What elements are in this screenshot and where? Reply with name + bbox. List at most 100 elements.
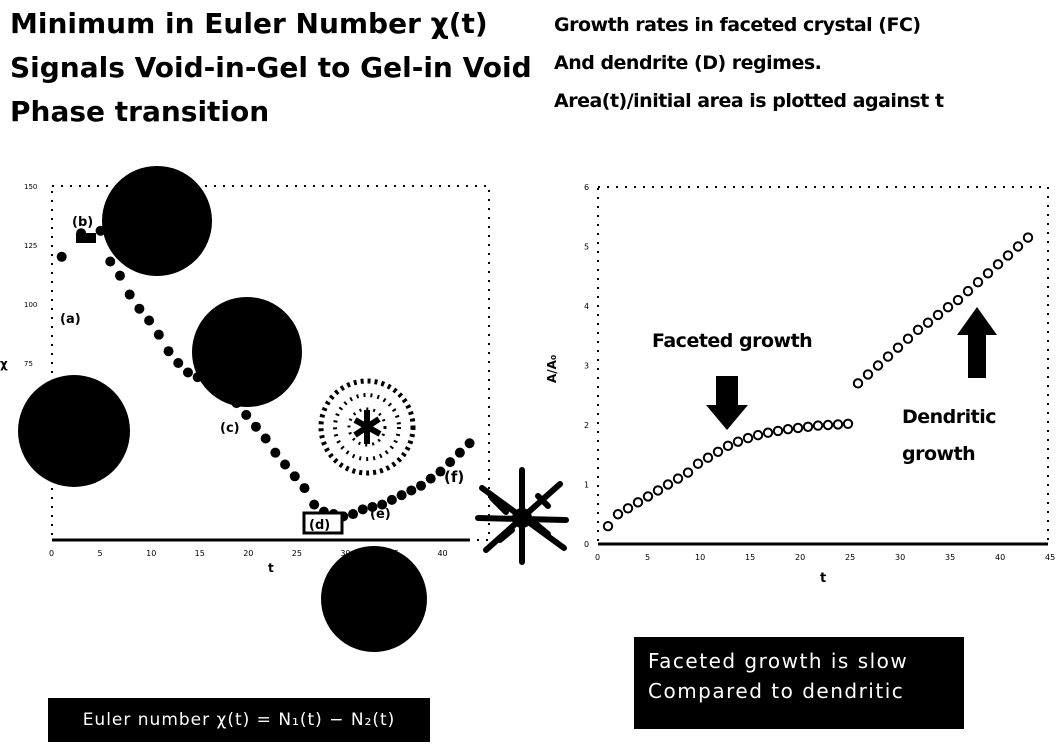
euler-x-tick-label: 15 (195, 549, 205, 558)
annotation-a: (a) (60, 312, 81, 327)
euler-x-tick-label: 0 (49, 549, 54, 558)
euler-x-tick-label: 40 (437, 549, 447, 558)
growth-x-tick-label: 40 (995, 553, 1005, 562)
growth-data-point (812, 420, 824, 431)
growth-chart-frame (597, 186, 1049, 545)
growth-data-point (652, 485, 664, 496)
euler-data-point (241, 409, 252, 420)
growth-x-tick-label: 15 (745, 553, 755, 562)
euler-data-point (445, 457, 456, 468)
growth-data-point (922, 317, 934, 328)
euler-data-point (309, 499, 320, 510)
euler-x-axis-label: t (268, 561, 274, 575)
growth-x-tick-label: 45 (1045, 553, 1055, 562)
annotation-faceted-growth: Faceted growth (652, 330, 812, 352)
euler-x-tick-label: 10 (146, 549, 156, 558)
annotation-d-box (302, 511, 344, 535)
growth-data-point (972, 277, 984, 288)
growth-y-axis-label: A/A₀ (545, 355, 559, 383)
growth-data-point (852, 378, 864, 389)
annotation-f: (f) (444, 468, 464, 486)
growth-data-point (622, 503, 634, 514)
growth-data-point (842, 418, 854, 430)
euler-data-point (377, 499, 388, 510)
growth-data-point (712, 446, 724, 457)
euler-data-point (173, 358, 184, 368)
growth-annotations: Faceted growth Dendritic growth (652, 307, 997, 465)
growth-data-point (642, 491, 654, 502)
euler-data-point (114, 270, 125, 281)
growth-data-point (892, 342, 904, 353)
euler-data-point (396, 490, 407, 501)
left-title-line-2: Signals Void-in-Gel to Gel-in Void (10, 51, 532, 84)
growth-data-point (1002, 250, 1014, 261)
growth-data-point (772, 425, 784, 437)
euler-data-point (56, 251, 67, 262)
annotation-e: (e) (370, 507, 391, 522)
growth-x-tick-label: 25 (845, 553, 855, 562)
euler-data-point (250, 421, 261, 432)
growth-data-point (882, 351, 894, 362)
euler-y-tick-label: 125 (24, 242, 37, 250)
growth-data-point (982, 268, 994, 279)
left-title-line-3: Phase transition (10, 95, 270, 128)
euler-caption: Euler number χ(t) = N₁(t) − N₂(t) (48, 698, 430, 742)
growth-y-tick-label: 2 (584, 421, 589, 430)
euler-data-point (406, 485, 417, 496)
euler-data-point (435, 466, 446, 477)
euler-data-point (416, 480, 427, 491)
shape-image-f (475, 467, 569, 565)
euler-x-tick-label: 5 (98, 549, 103, 558)
growth-data-point (862, 369, 874, 380)
growth-data-point (762, 427, 774, 438)
marker-b (76, 233, 96, 243)
growth-data-point (872, 360, 884, 371)
growth-y-tick-label: 0 (584, 540, 589, 549)
growth-x-tick-label: 0 (595, 553, 600, 562)
euler-data-point (464, 438, 475, 449)
euler-y-tick-label: 150 (24, 183, 37, 191)
euler-y-axis-label: χ (0, 357, 8, 371)
growth-x-tick-label: 10 (695, 553, 705, 562)
growth-data-point (602, 520, 614, 532)
growth-data-point (722, 440, 734, 452)
growth-data-point (902, 333, 914, 344)
euler-data-point (124, 289, 135, 300)
euler-data-point (357, 504, 368, 515)
euler-data-point (386, 494, 397, 505)
growth-data-point (912, 324, 924, 335)
euler-data-point (260, 433, 271, 444)
growth-y-tick-label: 5 (584, 243, 589, 252)
growth-caption: Faceted growth is slow Compared to dendr… (634, 637, 964, 729)
growth-data-point (792, 422, 804, 434)
euler-data-point (144, 315, 155, 326)
euler-data-point (280, 459, 291, 470)
annotation-b: (b) (72, 215, 93, 230)
euler-x-tick-label: 25 (292, 549, 302, 558)
annotation-dendritic-growth-line-1: Dendritic (902, 406, 996, 428)
growth-caption-line-2: Compared to dendritic (648, 679, 905, 703)
growth-x-tick-label: 30 (895, 553, 905, 562)
growth-data-point (822, 419, 834, 431)
growth-data-point (992, 259, 1004, 270)
growth-data-point (742, 432, 754, 444)
arrow-down-icon (706, 376, 748, 430)
growth-data-point (782, 423, 794, 435)
growth-data-point (962, 285, 974, 297)
euler-data-point (270, 447, 281, 458)
growth-data-point (752, 429, 764, 441)
shape-image-b (102, 166, 212, 276)
growth-x-tick-label: 5 (645, 553, 650, 562)
annotation-dendritic-growth-line-2: growth (902, 443, 975, 465)
shape-image-c (192, 297, 302, 407)
growth-y-tick-label: 4 (584, 302, 589, 311)
euler-ticks: 051015202530354015012510075 (24, 183, 448, 558)
euler-y-tick-label: 100 (24, 301, 37, 309)
growth-data-point (612, 509, 624, 520)
right-title-line-1: Growth rates in faceted crystal (FC) (554, 14, 921, 36)
growth-data-points (602, 232, 1034, 532)
left-title: Minimum in Euler Number χ(t) Signals Voi… (10, 2, 550, 134)
euler-annotations: (b) (a) (c) (d) (e) (f) (60, 215, 464, 535)
